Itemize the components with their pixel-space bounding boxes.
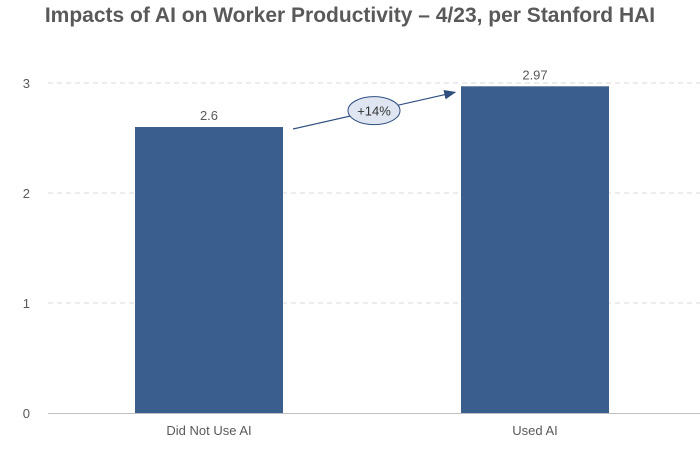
chart-title: Impacts of AI on Worker Productivity – 4… — [44, 4, 656, 27]
bar — [135, 127, 283, 413]
y-tick-label: 2 — [23, 186, 30, 201]
data-label: 2.97 — [522, 67, 547, 82]
x-tick-label: Used AI — [512, 423, 558, 438]
annotation-bubble — [347, 96, 401, 126]
x-tick-label: Did Not Use AI — [166, 423, 251, 438]
y-tick-label: 0 — [23, 406, 30, 421]
bar — [461, 86, 609, 414]
y-tick-label: 1 — [23, 296, 30, 311]
data-label: 2.6 — [200, 108, 218, 123]
y-tick-label: 3 — [23, 76, 30, 91]
annotation-label: +14% — [357, 104, 391, 119]
